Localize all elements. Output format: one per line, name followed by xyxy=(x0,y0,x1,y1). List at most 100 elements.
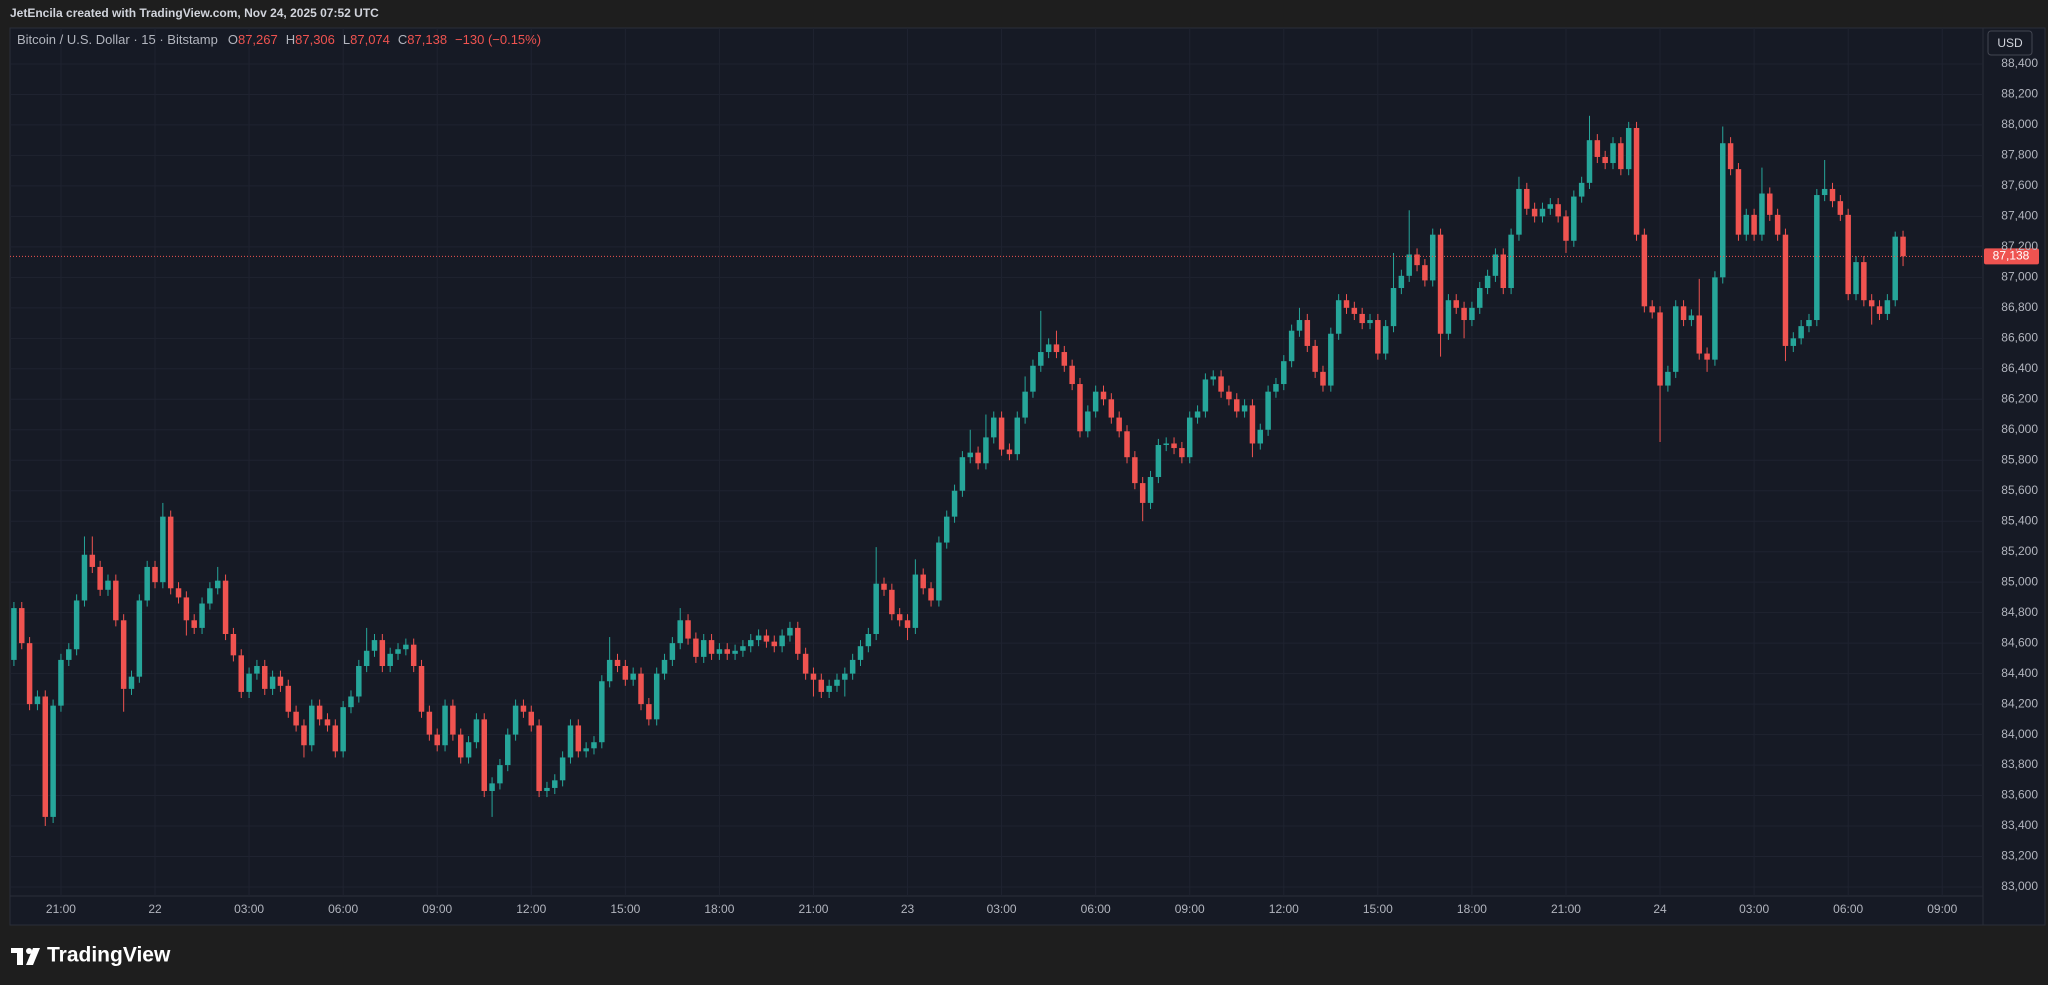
y-tick-label: 86,200 xyxy=(2001,391,2038,405)
candle-body xyxy=(1790,338,1797,346)
candle-body xyxy=(1727,143,1734,170)
candle-body xyxy=(1006,449,1013,455)
candle-body xyxy=(442,705,448,746)
candle-body xyxy=(505,734,511,766)
candle-body xyxy=(1108,399,1115,418)
y-tick-label: 84,800 xyxy=(2001,605,2038,619)
candle-body xyxy=(928,588,934,601)
y-tick-label: 88,400 xyxy=(2001,56,2038,70)
x-tick-label: 22 xyxy=(148,902,162,916)
x-tick-label: 03:00 xyxy=(1739,902,1769,916)
candle-body xyxy=(1806,320,1812,327)
candle-body xyxy=(1053,344,1060,353)
candle-body xyxy=(450,705,456,735)
candle-body xyxy=(1829,188,1836,202)
candle-body xyxy=(763,635,770,642)
candle-body xyxy=(1273,384,1279,392)
candle-body xyxy=(881,583,887,590)
currency-label[interactable]: USD xyxy=(1997,36,2023,50)
candle-body xyxy=(1414,254,1420,266)
candle-body xyxy=(1814,195,1820,321)
candle-body xyxy=(395,649,401,654)
candle-body xyxy=(614,659,621,667)
currency-button[interactable] xyxy=(1987,30,2033,56)
candle-body xyxy=(183,597,190,621)
candle-body xyxy=(481,719,487,791)
candle-body xyxy=(11,608,17,660)
candle-body xyxy=(152,566,158,583)
candle-body xyxy=(1680,306,1687,321)
candle-body xyxy=(144,566,150,601)
candle-body xyxy=(309,705,315,746)
legend-key: C xyxy=(398,32,407,47)
y-tick-label: 83,400 xyxy=(2001,818,2038,832)
candle-body xyxy=(497,765,503,784)
candle-body xyxy=(693,638,699,657)
candle-body xyxy=(1022,391,1028,418)
candle-body xyxy=(646,704,652,720)
candle-body xyxy=(685,620,691,639)
candle-body xyxy=(1696,315,1702,354)
candle-body xyxy=(418,666,425,712)
candle-body xyxy=(1422,265,1428,281)
candle-body xyxy=(520,705,527,712)
candle-body xyxy=(1226,391,1232,400)
candle-body xyxy=(959,457,966,491)
candle-body xyxy=(26,643,33,705)
candle-body xyxy=(1578,182,1585,197)
candle-body xyxy=(1461,307,1467,321)
candle-body xyxy=(1853,262,1859,295)
candle-body xyxy=(896,614,903,621)
y-tick-label: 86,000 xyxy=(2001,422,2038,436)
candle-body xyxy=(207,588,213,604)
legend-title: Bitcoin / U.S. Dollar · 15 · Bitstamp xyxy=(17,32,218,47)
legend-value: 87,306 xyxy=(295,32,335,47)
candle-body xyxy=(199,603,205,628)
y-tick-label: 86,600 xyxy=(2001,330,2038,344)
x-tick-label: 15:00 xyxy=(1363,902,1393,916)
candle-body xyxy=(1163,443,1169,446)
candle-body xyxy=(943,516,950,543)
y-tick-label: 88,200 xyxy=(2001,87,2038,101)
candle-body xyxy=(105,580,111,590)
candle-body xyxy=(1571,196,1577,241)
legend-change: −130 (−0.15%) xyxy=(455,32,541,47)
candle-body xyxy=(1594,140,1601,157)
candle-body xyxy=(967,452,973,458)
candles xyxy=(11,115,1906,827)
y-tick-label: 86,800 xyxy=(2001,300,2038,314)
x-tick-label: 18:00 xyxy=(704,902,734,916)
candle-body xyxy=(591,742,597,749)
candle-body xyxy=(1539,208,1546,217)
candle-body xyxy=(622,666,629,680)
candle-body xyxy=(716,649,723,654)
x-tick-label: 06:00 xyxy=(1833,902,1863,916)
candle-body xyxy=(167,516,174,589)
candle-body xyxy=(1602,156,1608,164)
candle-body xyxy=(301,725,307,746)
candle-body xyxy=(113,580,119,621)
candle-body xyxy=(1155,445,1162,478)
candle-body xyxy=(254,666,260,674)
candle-body xyxy=(50,705,56,817)
candle-body xyxy=(983,437,989,464)
candle-body xyxy=(473,719,480,743)
x-tick-label: 06:00 xyxy=(328,902,358,916)
candle-body xyxy=(1171,443,1177,449)
candle-body xyxy=(528,711,535,726)
y-tick-label: 85,800 xyxy=(2001,452,2038,466)
candle-body xyxy=(1641,234,1648,307)
candle-body xyxy=(1516,188,1522,235)
candle-body xyxy=(787,627,793,636)
candle-body xyxy=(1563,216,1569,241)
y-tick-label: 83,600 xyxy=(2001,788,2038,802)
candle-body xyxy=(410,644,417,667)
candle-body xyxy=(1335,300,1342,334)
candle-body xyxy=(1328,333,1334,386)
x-tick-label: 12:00 xyxy=(1269,902,1299,916)
candle-body xyxy=(1092,391,1099,412)
candle-body xyxy=(1218,376,1224,392)
candle-body xyxy=(73,600,80,650)
candle-body xyxy=(1100,391,1107,400)
